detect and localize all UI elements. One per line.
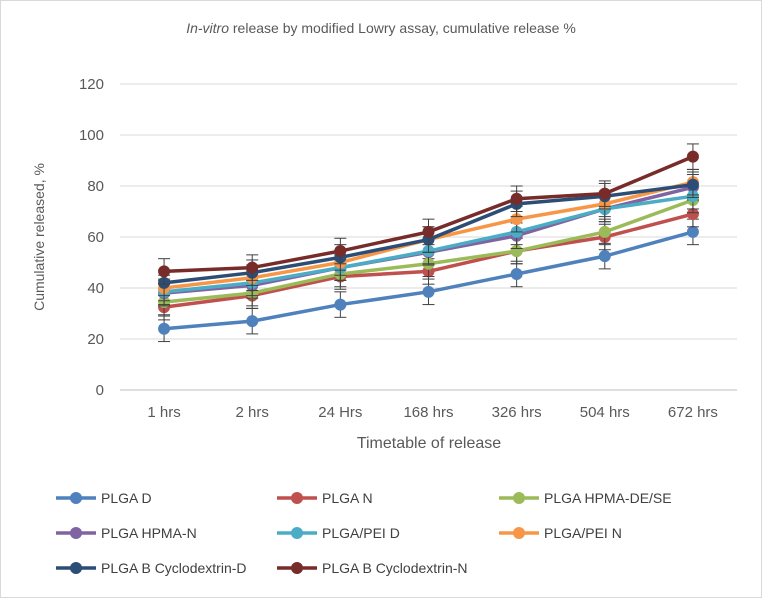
x-tick-label: 24 Hrs [318,404,362,421]
chart-title: In-vitro release by modified Lowry assay… [186,20,576,36]
y-tick-label: 60 [87,229,104,246]
x-tick-label: 168 hrs [403,404,453,421]
x-tick-label: 2 hrs [236,404,269,421]
legend-swatch-marker [291,527,303,539]
legend-label: PLGA HPMA-DE/SE [544,490,672,506]
data-point [598,225,611,238]
data-point [246,315,259,328]
legend: PLGA D PLGA N PLGA HPMA-DE/SE PLGA HPMA-N PL… [56,490,672,576]
data-point [510,267,523,280]
legend-swatch-marker [513,527,525,539]
legend-swatch-marker [513,492,525,504]
x-tick-label: 326 hrs [492,404,542,421]
y-tick-label: 80 [87,178,104,195]
x-tick-label: 672 hrs [668,404,718,421]
data-point [246,261,259,274]
legend-label: PLGA/PEI N [544,525,622,541]
grid: 0 20 40 60 80 100 120 1 hrs 2 hrs 24 Hrs 168 hrs 32… [79,76,737,421]
legend-label: PLGA D [101,490,152,506]
legend-item: PLGA B Cyclodextrin-D [56,560,247,576]
legend-label: PLGA/PEI D [322,525,400,541]
data-point [158,322,171,335]
legend-item: PLGA HPMA-N [56,525,197,541]
data-point [686,150,699,163]
y-tick-label: 100 [79,127,104,144]
data-point [686,208,699,221]
legend-item: PLGA/PEI D [277,525,400,541]
data-point [334,245,347,258]
legend-swatch-marker [70,527,82,539]
data-point [158,265,171,278]
data-point [334,298,347,311]
legend-item: PLGA B Cyclodextrin-N [277,560,468,576]
series-plga-b-cyclodextrin-n [158,143,699,285]
legend-swatch-marker [70,562,82,574]
y-tick-label: 120 [79,76,104,93]
x-axis-label: Timetable of release [357,435,501,452]
chart-title-rest: release by modified Lowry assay, cumulat… [229,20,576,36]
legend-swatch-marker [291,492,303,504]
series-group [158,143,699,343]
legend-label: PLGA HPMA-N [101,525,197,541]
x-tick-label: 504 hrs [580,404,630,421]
y-tick-label: 0 [96,382,104,399]
data-point [422,225,435,238]
legend-item: PLGA HPMA-DE/SE [499,490,672,506]
data-point [598,187,611,200]
x-tick-label: 1 hrs [147,404,180,421]
legend-item: PLGA D [56,490,152,506]
y-tick-label: 40 [87,280,104,297]
y-axis-label: Cumulative released, % [31,163,47,311]
chart-title-italic: In-vitro [186,20,229,36]
legend-swatch-marker [70,492,82,504]
legend-swatch-marker [291,562,303,574]
data-point [598,250,611,263]
legend-item: PLGA N [277,490,373,506]
data-point [686,225,699,238]
data-point [510,192,523,205]
y-tick-label: 20 [87,331,104,348]
legend-item: PLGA/PEI N [499,525,622,541]
legend-label: PLGA N [322,490,373,506]
legend-label: PLGA B Cyclodextrin-N [322,560,468,576]
data-point [686,178,699,191]
legend-label: PLGA B Cyclodextrin-D [101,560,247,576]
data-point [422,285,435,298]
